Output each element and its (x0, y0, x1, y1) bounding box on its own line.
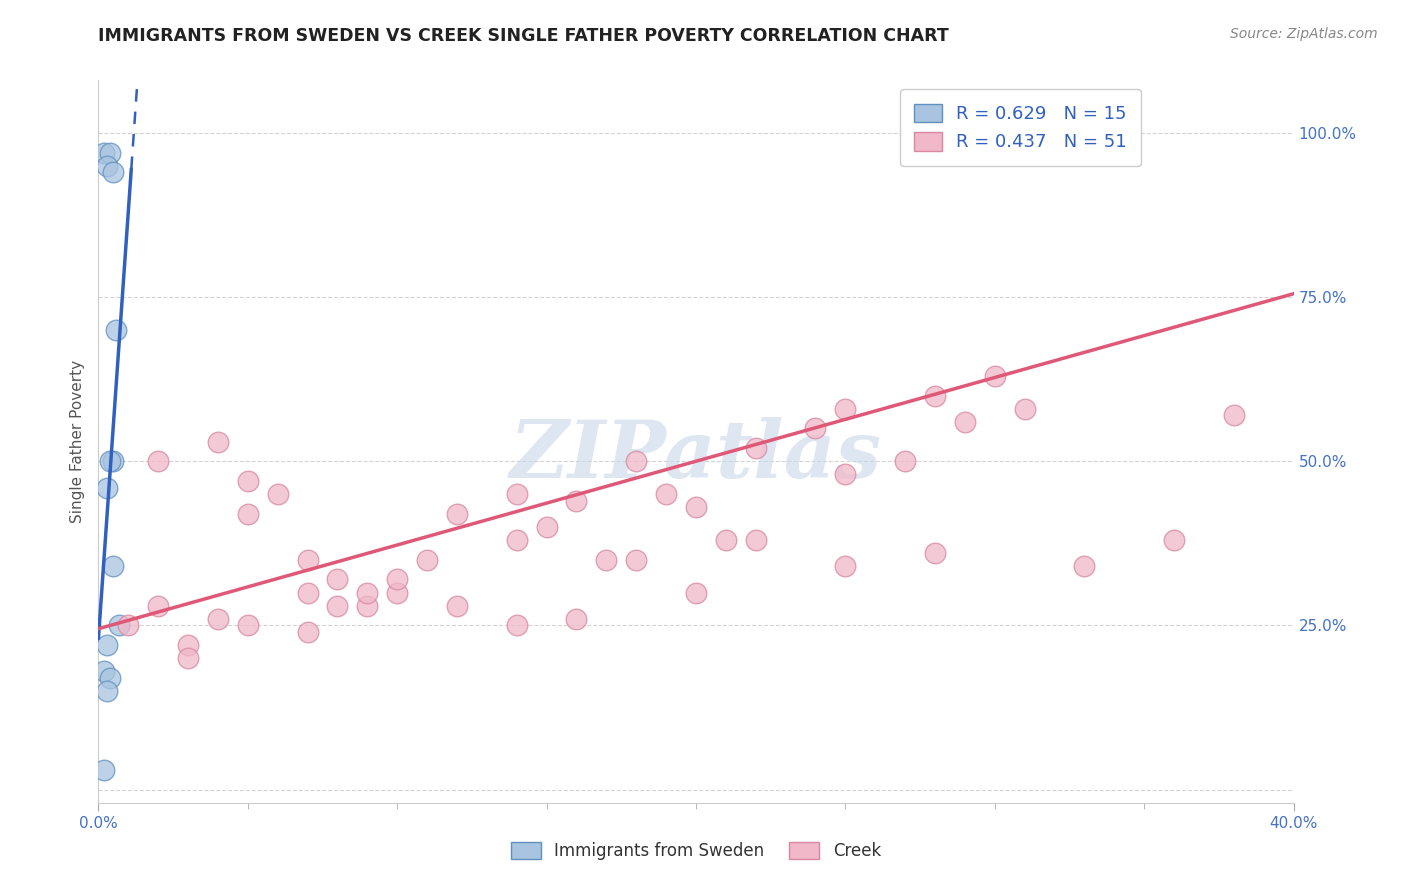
Point (924, 388, 946, 402)
Point (1073, 559, 1095, 574)
Point (108, 618, 131, 632)
Point (685, 500, 707, 515)
Point (685, 585, 707, 599)
Point (536, 520, 558, 534)
Point (506, 533, 529, 547)
Point (595, 553, 617, 567)
Point (834, 559, 856, 574)
Point (297, 553, 319, 567)
Point (207, 612, 229, 626)
Point (655, 487, 678, 501)
Point (984, 368, 1007, 383)
Point (326, 599, 349, 613)
Point (98, 671, 122, 685)
Point (356, 585, 378, 599)
Point (506, 618, 529, 632)
Point (207, 434, 229, 449)
Y-axis label: Single Father Poverty: Single Father Poverty (69, 360, 84, 523)
Point (148, 454, 170, 468)
Point (267, 487, 290, 501)
Point (745, 441, 768, 455)
Point (1163, 533, 1185, 547)
Point (98, 145, 122, 160)
Point (385, 573, 409, 587)
Point (834, 401, 856, 416)
Point (103, 165, 125, 179)
Point (714, 533, 737, 547)
Point (96, 481, 118, 495)
Point (446, 507, 468, 521)
Point (103, 559, 125, 574)
Text: IMMIGRANTS FROM SWEDEN VS CREEK SINGLE FATHER POVERTY CORRELATION CHART: IMMIGRANTS FROM SWEDEN VS CREEK SINGLE F… (98, 27, 949, 45)
Point (93, 763, 115, 777)
Point (506, 487, 529, 501)
Point (96, 638, 118, 652)
Point (236, 507, 259, 521)
Point (93, 665, 115, 679)
Point (148, 599, 170, 613)
Point (236, 618, 259, 632)
Point (96, 159, 118, 173)
Point (177, 651, 200, 665)
Point (297, 625, 319, 640)
Point (894, 454, 917, 468)
Point (565, 493, 588, 508)
Point (1223, 409, 1246, 423)
Point (953, 415, 976, 429)
Point (626, 553, 648, 567)
Point (297, 585, 319, 599)
Point (177, 638, 200, 652)
Point (745, 533, 768, 547)
Point (96, 684, 118, 698)
Legend: Immigrants from Sweden, Creek: Immigrants from Sweden, Creek (505, 835, 887, 867)
Point (93, 145, 115, 160)
Point (924, 546, 946, 560)
Point (446, 599, 468, 613)
Point (356, 599, 378, 613)
Point (98, 454, 122, 468)
Point (834, 467, 856, 482)
Point (1014, 401, 1036, 416)
Point (117, 618, 139, 632)
Point (326, 573, 349, 587)
Point (385, 585, 409, 599)
Point (565, 612, 588, 626)
Point (236, 474, 259, 488)
Point (626, 454, 648, 468)
Point (416, 553, 439, 567)
Point (804, 421, 827, 435)
Point (103, 454, 125, 468)
Text: Source: ZipAtlas.com: Source: ZipAtlas.com (1230, 27, 1378, 41)
Text: ZIPatlas: ZIPatlas (510, 417, 882, 495)
Point (105, 323, 128, 337)
